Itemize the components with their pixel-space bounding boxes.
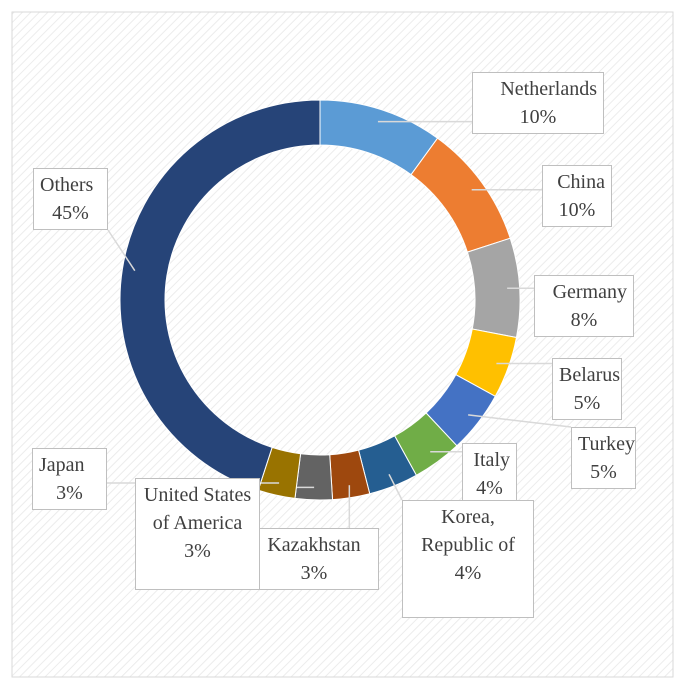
data-label: Italy 4%	[462, 443, 517, 505]
label-name: United States of America	[143, 484, 252, 534]
leader-line	[468, 414, 572, 428]
donut-segment	[119, 99, 321, 491]
label-value: 4%	[454, 562, 482, 584]
data-label: Japan 3%	[32, 448, 107, 510]
data-label: Korea, Republic of 4%	[402, 500, 534, 618]
label-name: Japan	[39, 454, 85, 476]
data-label: Turkey 5%	[571, 427, 636, 489]
label-name: Turkey	[578, 433, 636, 455]
data-label: Kazakhstan 3%	[249, 528, 379, 590]
leader-line	[388, 473, 403, 501]
label-value: 10%	[519, 106, 557, 128]
label-name: Belarus	[559, 364, 621, 386]
label-value: 3%	[184, 540, 211, 562]
leader-line	[107, 229, 136, 272]
label-value: 3%	[300, 562, 328, 584]
label-name: China	[557, 171, 605, 193]
label-value: 5%	[573, 392, 601, 414]
label-value: 5%	[590, 461, 617, 483]
data-label: Others 45%	[33, 168, 108, 230]
label-name: Kazakhstan	[267, 534, 361, 556]
label-value: 8%	[570, 309, 598, 331]
label-name: Korea, Republic of	[421, 506, 515, 556]
data-label: China 10%	[542, 165, 612, 227]
data-label: Germany 8%	[534, 275, 634, 337]
label-name: Netherlands	[500, 78, 597, 100]
data-label: Belarus 5%	[552, 358, 622, 420]
data-label: Netherlands 10%	[472, 72, 604, 134]
label-value: 10%	[558, 199, 596, 221]
label-name: Others	[40, 174, 94, 196]
label-name: Italy	[473, 449, 510, 471]
donut-segment	[294, 453, 334, 501]
label-value: 4%	[476, 477, 503, 499]
label-name: Germany	[552, 281, 627, 303]
data-label: United States of America 3%	[135, 478, 260, 590]
label-value: 3%	[56, 482, 83, 504]
label-value: 45%	[52, 202, 89, 224]
